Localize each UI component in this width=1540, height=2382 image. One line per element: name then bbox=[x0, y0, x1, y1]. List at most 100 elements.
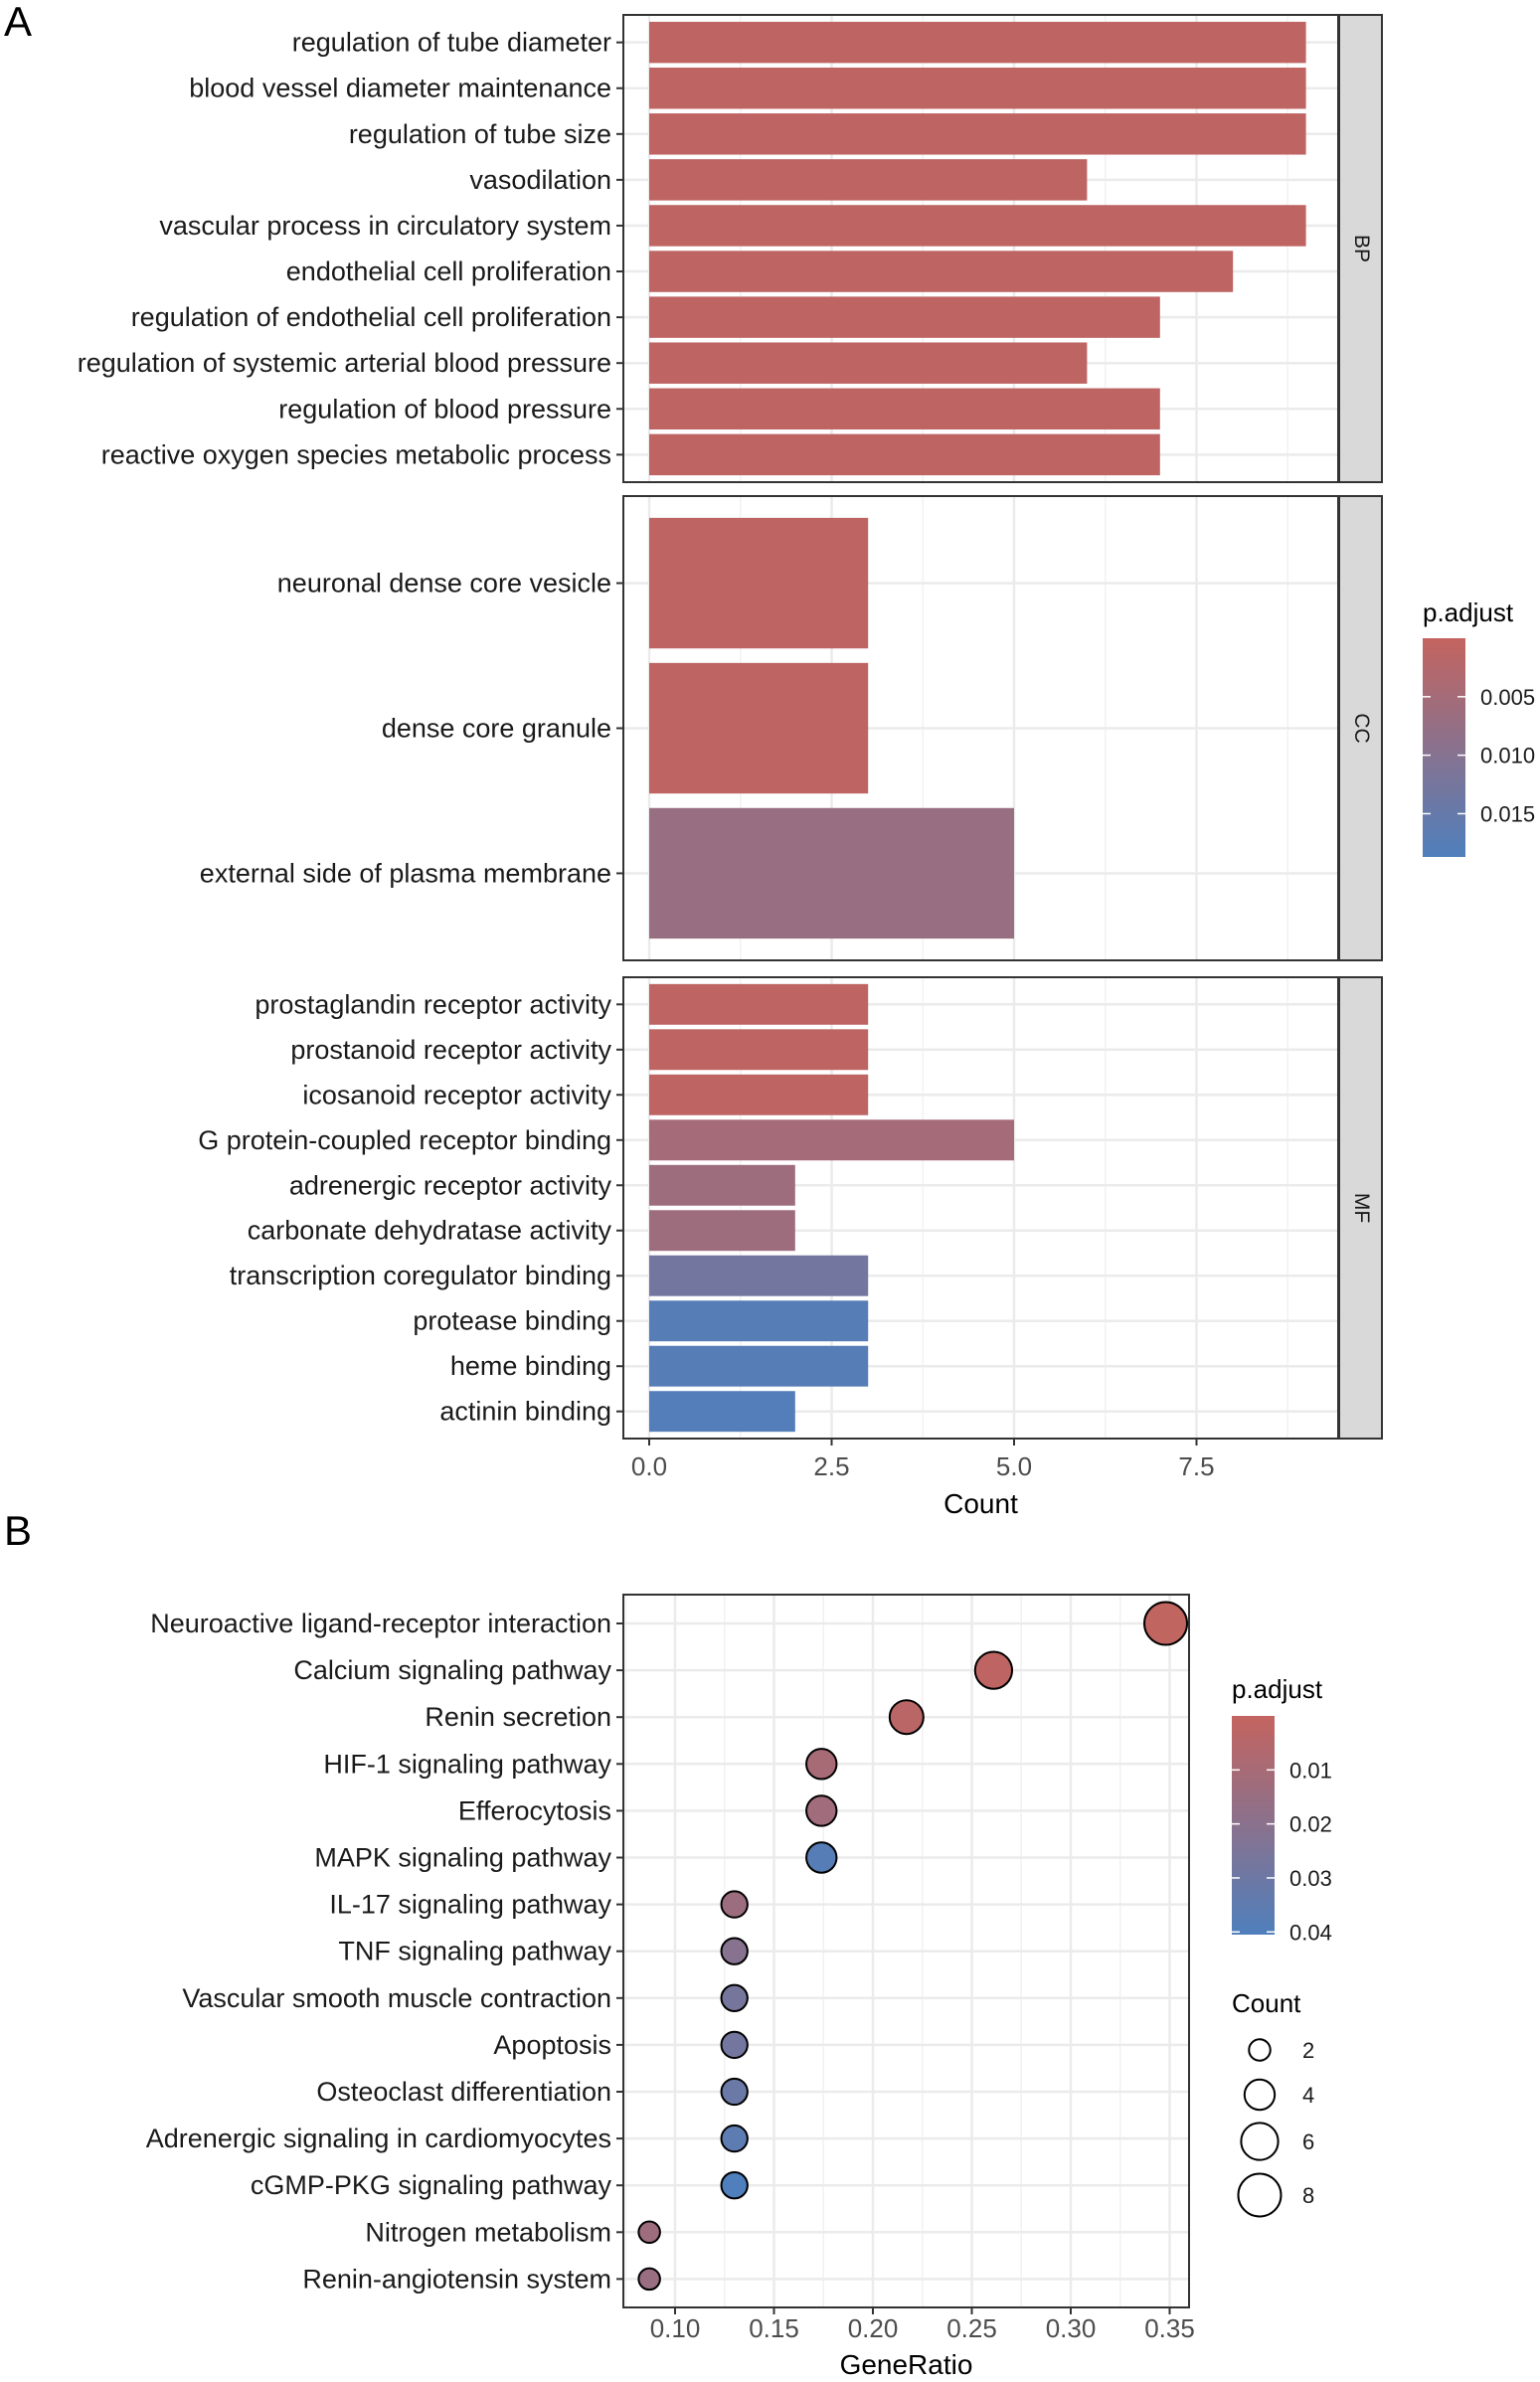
y-tick-label: heme binding bbox=[450, 1351, 611, 1381]
y-tick-label: reactive oxygen species metabolic proces… bbox=[101, 439, 611, 469]
facet-strip-label: CC bbox=[1350, 713, 1373, 743]
facet-strip bbox=[1338, 14, 1383, 483]
facet-mf: prostaglandin receptor activity prostanoi… bbox=[198, 976, 1383, 1440]
facet-strip-label: BP bbox=[1350, 235, 1373, 262]
colorbar-label: 0.03 bbox=[1289, 1866, 1332, 1891]
x-tick-label: 0.20 bbox=[848, 2313, 899, 2343]
size-legend-circle bbox=[1248, 2038, 1272, 2062]
bar bbox=[649, 1029, 869, 1071]
y-tick-label: regulation of tube diameter bbox=[292, 28, 611, 58]
legend-title: p.adjust bbox=[1423, 597, 1514, 627]
colorbar-label: 0.005 bbox=[1480, 685, 1535, 710]
y-tick-label: regulation of endothelial cell prolifera… bbox=[131, 302, 611, 332]
y-tick-label: Calcium signaling pathway bbox=[293, 1655, 611, 1685]
bar bbox=[649, 1210, 795, 1252]
colorbar bbox=[1232, 1716, 1275, 1935]
x-tick-label: 0.0 bbox=[631, 1451, 667, 1481]
y-tick-label: TNF signaling pathway bbox=[338, 1937, 611, 1966]
y-tick-label: vascular process in circulatory system bbox=[159, 211, 611, 241]
bar bbox=[649, 296, 1160, 338]
y-tick-label: Vascular smooth muscle contraction bbox=[182, 1983, 611, 2013]
y-tick-label: prostanoid receptor activity bbox=[290, 1035, 611, 1065]
bar bbox=[649, 342, 1088, 384]
size-legend-title: Count bbox=[1232, 1988, 1301, 2018]
size-legend-label: 6 bbox=[1302, 2129, 1314, 2154]
legend-title: p.adjust bbox=[1232, 1674, 1323, 1704]
size-legend-circle bbox=[1243, 2078, 1277, 2112]
size-legend-circle bbox=[1237, 2172, 1283, 2218]
data-point bbox=[973, 1650, 1014, 1690]
bar bbox=[649, 1300, 869, 1342]
y-tick-label: transcription coregulator binding bbox=[230, 1261, 611, 1290]
bar bbox=[649, 517, 869, 649]
colorbar-label: 0.02 bbox=[1289, 1812, 1332, 1837]
bar bbox=[649, 1074, 869, 1115]
bar bbox=[649, 1391, 795, 1433]
y-tick-label: endothelial cell proliferation bbox=[286, 256, 611, 286]
bar bbox=[649, 807, 1014, 939]
y-tick-label: external side of plasma membrane bbox=[200, 858, 611, 888]
x-tick-label: 0.35 bbox=[1144, 2313, 1195, 2343]
data-point bbox=[720, 1937, 749, 1965]
data-point bbox=[888, 1699, 925, 1736]
x-tick-label: 0.15 bbox=[749, 2313, 799, 2343]
y-tick-label: Renin-angiotensin system bbox=[302, 2264, 611, 2294]
y-tick-label: Nitrogen metabolism bbox=[365, 2217, 611, 2247]
facet-strip-label: MF bbox=[1350, 1193, 1373, 1223]
data-point bbox=[805, 1841, 838, 1874]
bar bbox=[649, 983, 869, 1025]
bar bbox=[649, 1345, 869, 1387]
data-point bbox=[637, 2267, 661, 2292]
bar bbox=[649, 433, 1160, 476]
y-tick-label: cGMP-PKG signaling pathway bbox=[251, 2170, 612, 2200]
panel-label-a: A bbox=[4, 0, 32, 45]
size-legend-circle bbox=[1240, 2122, 1280, 2161]
y-tick-label: Osteoclast differentiation bbox=[316, 2077, 611, 2107]
data-point bbox=[720, 2077, 749, 2107]
x-tick-label: 0.10 bbox=[650, 2313, 701, 2343]
y-tick-label: Renin secretion bbox=[425, 1702, 611, 1732]
facet-cc: neuronal dense core vesicle dense core gr… bbox=[200, 495, 1383, 961]
x-tick-label: 0.25 bbox=[946, 2313, 997, 2343]
x-tick-label: 2.5 bbox=[813, 1451, 849, 1481]
bar bbox=[649, 159, 1088, 201]
size-legend-label: 8 bbox=[1302, 2183, 1314, 2208]
y-tick-label: carbonate dehydratase activity bbox=[248, 1216, 612, 1246]
data-point bbox=[805, 1748, 838, 1781]
facet-bp: regulation of tube diameter blood vessel … bbox=[78, 14, 1383, 483]
y-tick-label: regulation of blood pressure bbox=[278, 394, 611, 424]
y-tick-label: icosanoid receptor activity bbox=[302, 1080, 611, 1109]
colorbar-label: 0.04 bbox=[1289, 1920, 1332, 1945]
dotplot: Neuroactive ligand-receptor interaction C… bbox=[146, 1594, 1190, 2308]
y-tick-label: protease binding bbox=[413, 1306, 611, 1336]
facet-strip bbox=[1338, 976, 1383, 1440]
y-tick-label: vasodilation bbox=[469, 165, 611, 195]
x-tick-label: 5.0 bbox=[996, 1451, 1032, 1481]
bar bbox=[649, 113, 1306, 155]
y-tick-label: dense core granule bbox=[382, 714, 611, 744]
y-tick-label: HIF-1 signaling pathway bbox=[323, 1749, 611, 1779]
bar bbox=[649, 662, 869, 794]
y-tick-label: adrenergic receptor activity bbox=[289, 1170, 612, 1200]
data-point bbox=[637, 2220, 661, 2245]
y-tick-label: Apoptosis bbox=[493, 2030, 611, 2060]
x-tick-label: 0.30 bbox=[1046, 2313, 1097, 2343]
bar bbox=[649, 67, 1306, 109]
colorbar bbox=[1423, 638, 1465, 857]
colorbar-label: 0.01 bbox=[1289, 1758, 1332, 1783]
y-tick-label: neuronal dense core vesicle bbox=[277, 569, 611, 598]
data-point bbox=[720, 2124, 749, 2153]
panel-border bbox=[622, 1594, 1190, 2308]
y-tick-label: regulation of systemic arterial blood pr… bbox=[78, 348, 611, 378]
size-legend-label: 2 bbox=[1302, 2038, 1314, 2063]
y-tick-label: Efferocytosis bbox=[458, 1795, 611, 1825]
y-tick-label: G protein-coupled receptor binding bbox=[198, 1125, 611, 1155]
facet-strip bbox=[1338, 495, 1383, 961]
data-point bbox=[805, 1794, 838, 1827]
data-point bbox=[1143, 1601, 1189, 1646]
x-tick-label: 7.5 bbox=[1178, 1451, 1214, 1481]
y-tick-label: regulation of tube size bbox=[349, 119, 611, 149]
x-axis-title: GeneRatio bbox=[840, 2349, 973, 2380]
bar bbox=[649, 1119, 1014, 1161]
